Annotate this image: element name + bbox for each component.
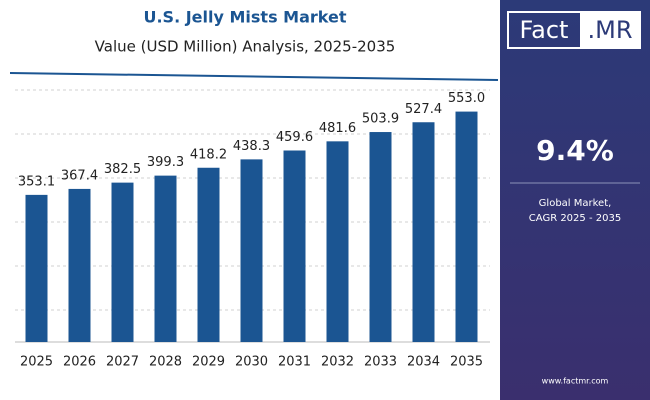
website: www.factmr.com: [542, 377, 609, 386]
data-label: 399.3: [147, 155, 184, 170]
x-tick-label: 2035: [450, 355, 483, 370]
bar: [111, 182, 134, 342]
x-tick-label: 2031: [278, 355, 311, 370]
cagr-value: 9.4%: [536, 134, 614, 167]
gridlines: [15, 89, 490, 311]
x-tick-label: 2034: [407, 355, 440, 370]
x-tick-label: 2029: [192, 355, 225, 370]
data-label: 382.5: [104, 162, 141, 177]
x-tick-label: 2027: [106, 355, 139, 370]
bar: [455, 111, 478, 342]
title-rule: [9, 72, 499, 81]
logo-left: Fact: [520, 16, 569, 44]
logo-box-right: [580, 12, 640, 48]
x-tick-label: 2033: [364, 355, 397, 370]
bar: [283, 150, 306, 342]
data-label: 481.6: [319, 121, 356, 136]
x-tick-label: 2025: [20, 355, 53, 370]
data-label: 553.0: [448, 91, 485, 106]
data-label: 459.6: [276, 130, 313, 145]
data-label: 503.9: [362, 112, 399, 127]
bar: [326, 141, 349, 342]
x-tick-label: 2030: [235, 355, 268, 370]
data-label: 353.1: [18, 174, 55, 189]
side-panel: [500, 0, 650, 400]
x-tick-label: 2028: [149, 355, 182, 370]
data-label: 438.3: [233, 139, 270, 154]
bar: [25, 194, 48, 342]
bar: [154, 175, 177, 342]
bar: [412, 122, 435, 342]
data-label: 367.4: [61, 168, 98, 183]
cagr-label: CAGR 2025 - 2035: [529, 213, 621, 224]
bar: [240, 159, 263, 342]
logo-right: .MR: [587, 16, 632, 44]
chart-title: U.S. Jelly Mists Market: [143, 8, 346, 27]
bar: [68, 188, 91, 342]
data-label: 418.2: [190, 147, 227, 162]
x-tick-label: 2032: [321, 355, 354, 370]
data-label: 527.4: [405, 102, 442, 117]
bar: [197, 167, 220, 342]
chart-subtitle: Value (USD Million) Analysis, 2025-2035: [95, 38, 396, 56]
cagr-label: Global Market,: [539, 198, 612, 209]
x-tick-label: 2026: [63, 355, 96, 370]
bar: [369, 132, 392, 342]
